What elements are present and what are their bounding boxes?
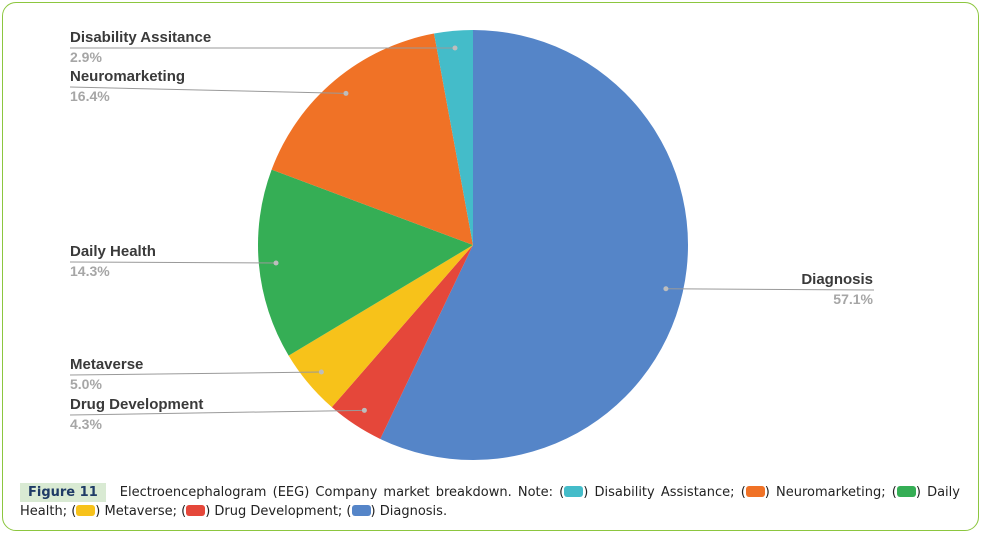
- pie-slice-metaverse: [288, 245, 473, 408]
- slice-label-diagnosis: Diagnosis: [801, 271, 873, 288]
- slice-value-drug-development: 4.3%: [70, 416, 102, 432]
- legend-swatch-diagnosis: [351, 505, 371, 516]
- legend-label-daily-health: Daily Health: [20, 485, 960, 519]
- figure-label: Figure 11: [20, 483, 106, 502]
- leader-dot-disability-assitance: [452, 45, 458, 51]
- slice-label-drug-development: Drug Development: [70, 396, 203, 413]
- legend-label-neuromarketing: Neuromarketing: [776, 485, 882, 500]
- slice-value-daily-health: 14.3%: [70, 263, 110, 279]
- leader-line-drug-development: [69, 409, 365, 416]
- legend-label-diagnosis: Diagnosis: [379, 504, 443, 519]
- pie-slice-drug-development: [331, 245, 473, 439]
- leader-line-diagnosis: [665, 288, 875, 291]
- legend-label-drug-development: Drug Development: [214, 504, 338, 519]
- leader-line-metaverse: [69, 371, 322, 376]
- pie-slices: [258, 30, 688, 460]
- slice-value-diagnosis: 57.1%: [833, 291, 873, 307]
- slice-value-disability-assitance: 2.9%: [70, 49, 102, 65]
- leader-line-neuromarketing: [69, 86, 346, 94]
- slice-labels: Diagnosis 57.1% Drug Development 4.3% Metave…: [70, 29, 874, 432]
- leader-lines: [69, 45, 875, 416]
- pie-slice-disability-assitance: [434, 30, 473, 245]
- legend-label-disability-assistance: Disability Assistance: [594, 485, 731, 500]
- slice-label-daily-health: Daily Health: [70, 243, 156, 260]
- leader-dot-drug-development: [361, 407, 367, 413]
- pie-slice-daily-health: [258, 169, 473, 356]
- slice-label-metaverse: Metaverse: [70, 356, 143, 373]
- leader-dot-neuromarketing: [343, 90, 349, 96]
- figure-caption: Figure 11 Electroencephalogram (EEG) Comp…: [20, 483, 960, 519]
- pie-slice-diagnosis: [380, 30, 688, 460]
- slice-value-metaverse: 5.0%: [70, 376, 102, 392]
- slice-value-neuromarketing: 16.4%: [70, 88, 110, 104]
- legend-swatch-disability-assistance: [564, 486, 584, 497]
- legend-label-metaverse: Metaverse: [104, 504, 173, 519]
- legend-swatch-metaverse: [76, 505, 96, 516]
- leader-dot-daily-health: [273, 260, 279, 266]
- leader-line-daily-health: [69, 261, 277, 264]
- leader-dot-diagnosis: [663, 286, 669, 292]
- pie-slice-neuromarketing: [271, 33, 473, 245]
- legend-swatch-drug-development: [186, 505, 206, 516]
- caption-intro: Electroencephalogram (EEG) Company marke…: [119, 485, 565, 500]
- slice-label-disability-assitance: Disability Assitance: [70, 29, 211, 46]
- slice-label-neuromarketing: Neuromarketing: [70, 68, 185, 85]
- leader-dot-metaverse: [318, 369, 324, 375]
- legend-swatch-daily-health: [896, 486, 916, 497]
- legend-swatch-neuromarketing: [745, 486, 765, 497]
